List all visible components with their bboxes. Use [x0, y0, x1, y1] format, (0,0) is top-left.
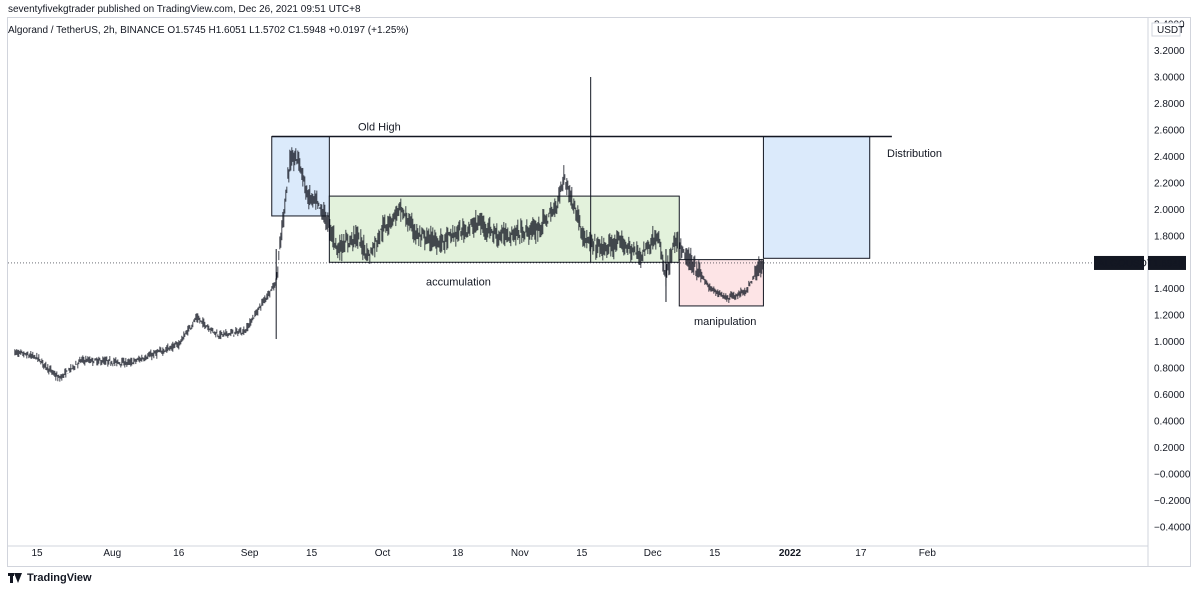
price-axis-tick: 3.0000 [1154, 73, 1185, 84]
time-axis-tick: 17 [855, 548, 867, 559]
price-axis-tick: 2.8000 [1154, 99, 1185, 110]
time-axis-tick: Aug [103, 548, 121, 559]
price-axis-tick: 2.6000 [1154, 125, 1185, 136]
symbol-tag-label: ALGOUSDT [1098, 258, 1153, 269]
time-axis-tick: Nov [511, 548, 529, 559]
pre-accumulation-box [271, 136, 330, 217]
time-axis-tick: 2022 [779, 548, 802, 559]
price-axis-tick: 2.4000 [1154, 152, 1185, 163]
accumulation-label: accumulation [426, 276, 491, 288]
price-axis-tick: 1.4000 [1154, 284, 1185, 295]
current-price-tag [1148, 255, 1186, 270]
candles [14, 77, 764, 382]
price-axis-tick: 2.2000 [1154, 178, 1185, 189]
price-axis-tick: 0.4000 [1154, 417, 1185, 428]
manipulation-box [678, 259, 764, 307]
time-axis-tick: 15 [576, 548, 588, 559]
manipulation-label: manipulation [694, 316, 756, 328]
time-axis-tick: 15 [31, 548, 43, 559]
brand-name[interactable]: TradingView [27, 572, 92, 584]
time-axis-tick: Dec [644, 548, 662, 559]
tradingview-logo-icon [8, 573, 23, 583]
old-high-label: Old High [358, 122, 401, 134]
time-axis-tick: Feb [919, 548, 937, 559]
price-axis-tick: −0.2000 [1154, 496, 1191, 507]
time-axis-tick: 15 [306, 548, 318, 559]
price-axis-tick: −0.0000 [1154, 470, 1191, 481]
price-axis-tick: 1.2000 [1154, 311, 1185, 322]
price-axis-tick: −0.4000 [1154, 522, 1191, 533]
price-axis-tick: 3.2000 [1154, 46, 1185, 57]
time-axis-tick: 18 [452, 548, 464, 559]
current-price-value: 1.5948 [1153, 258, 1184, 269]
chart-frame [7, 17, 1191, 567]
price-axis-tick: 0.8000 [1154, 364, 1185, 375]
distribution-label: Distribution [887, 148, 942, 160]
price-axis-tick: 1.8000 [1154, 231, 1185, 242]
publisher-line: seventyfivekgtrader published on Trading… [8, 4, 361, 15]
price-axis-tick: 2.0000 [1154, 205, 1185, 216]
time-axis-tick: Oct [375, 548, 391, 559]
price-axis-tick: 0.2000 [1154, 443, 1185, 454]
time-axis-tick: 15 [709, 548, 721, 559]
symbol-legend: Algorand / TetherUS, 2h, BINANCE O1.5745… [8, 25, 409, 36]
footer-brand: TradingView [8, 571, 92, 585]
price-axis-unit: USDT [1157, 25, 1184, 36]
unit-box [1151, 22, 1181, 37]
time-axis-tick: Sep [241, 548, 259, 559]
price-axis-tick: 1.0000 [1154, 337, 1185, 348]
time-axis-tick: 16 [173, 548, 185, 559]
distribution-box [762, 136, 871, 259]
price-axis-tick: 0.6000 [1154, 390, 1185, 401]
symbol-tag [1094, 255, 1144, 270]
